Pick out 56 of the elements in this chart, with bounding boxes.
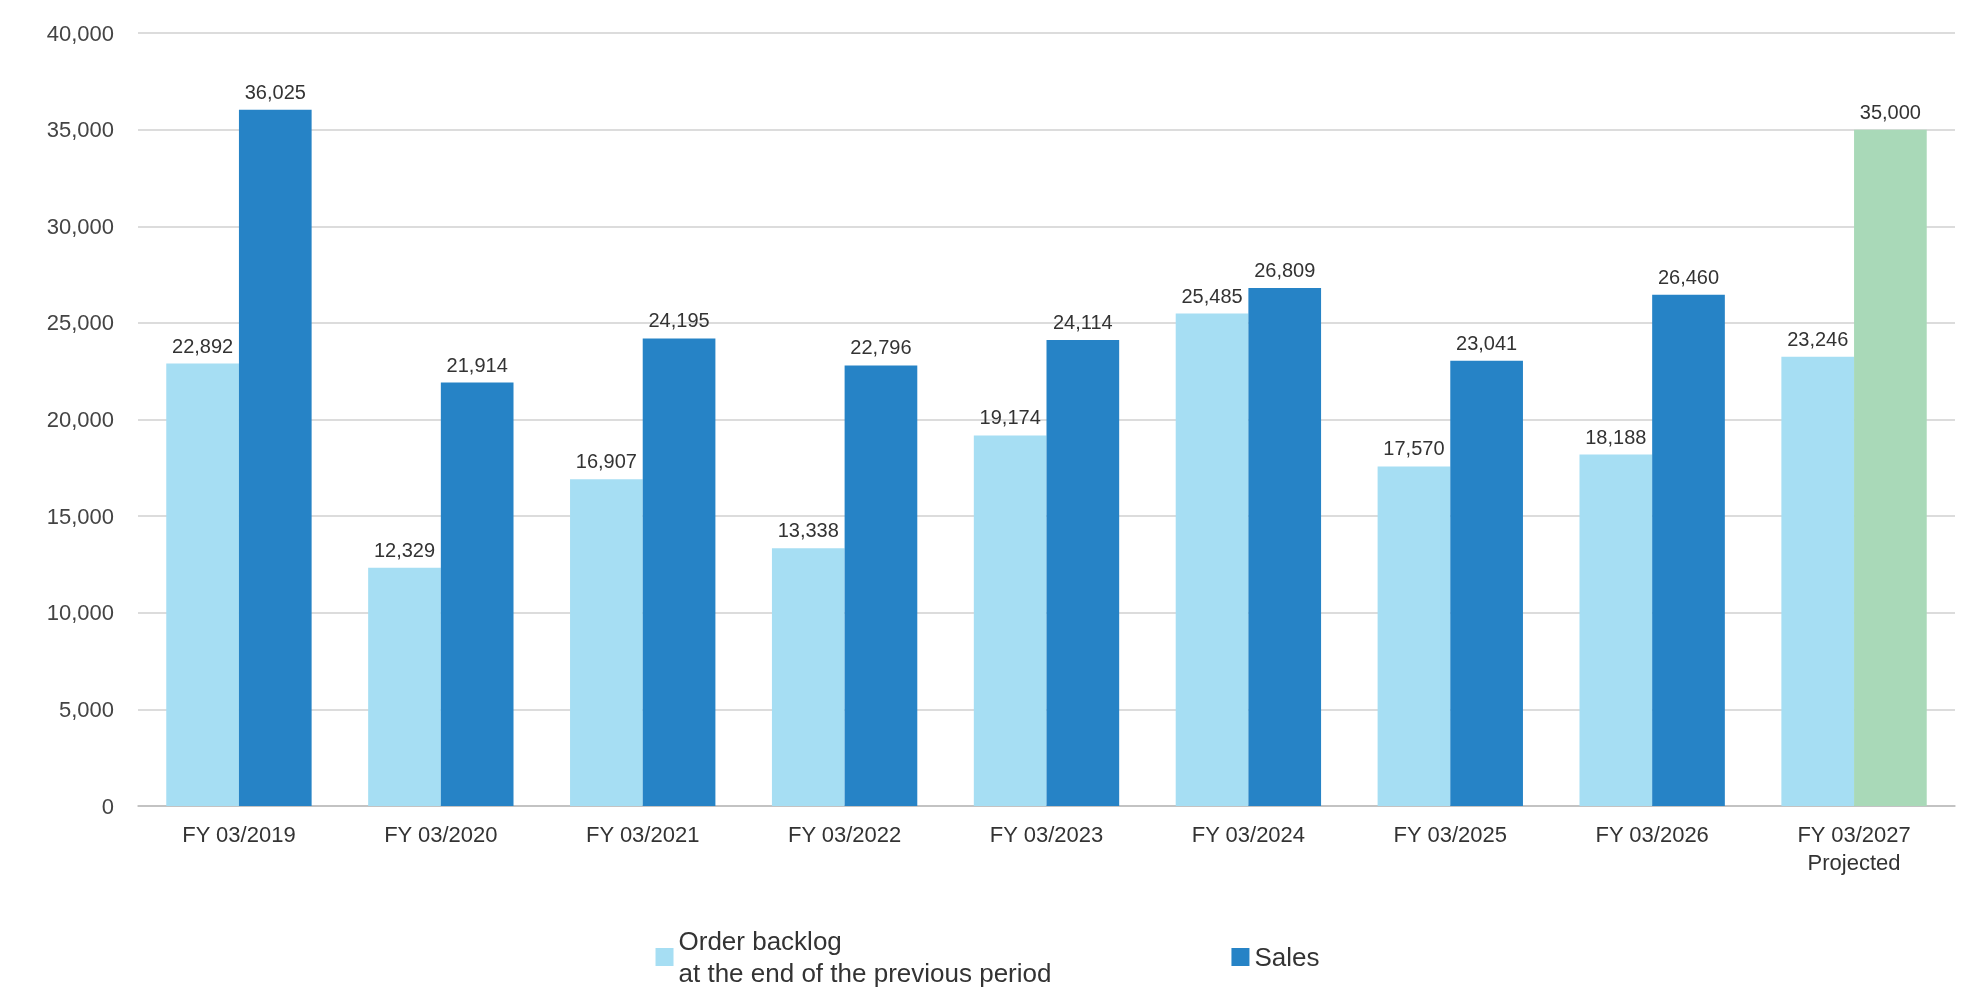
bar bbox=[1450, 360, 1523, 806]
x-tick-label: FY 03/2020 bbox=[384, 821, 498, 847]
data-label: 23,041 bbox=[1456, 331, 1518, 354]
bar bbox=[1046, 340, 1120, 806]
bar bbox=[368, 567, 441, 806]
bar bbox=[238, 109, 312, 806]
bar bbox=[844, 365, 918, 806]
data-label: 16,907 bbox=[575, 450, 637, 473]
data-label: 25,485 bbox=[1181, 284, 1243, 307]
x-tick-label: FY 03/2023 bbox=[989, 821, 1104, 847]
data-label: 13,338 bbox=[777, 519, 839, 542]
bar bbox=[1248, 287, 1322, 806]
bar bbox=[1377, 466, 1451, 806]
y-tick-label: 15,000 bbox=[46, 503, 114, 529]
y-tick-label: 35,000 bbox=[46, 117, 114, 143]
y-tick-label: 20,000 bbox=[46, 407, 114, 432]
data-label: 12,329 bbox=[373, 538, 436, 561]
bar bbox=[1854, 129, 1927, 806]
y-tick-label: 40,000 bbox=[46, 20, 114, 46]
bar bbox=[973, 435, 1047, 806]
x-tick-label: FY 03/2021 bbox=[586, 821, 700, 847]
data-label: 22,892 bbox=[172, 334, 234, 357]
x-tick-label: FY 03/2019 bbox=[182, 821, 296, 847]
x-tick-label: FY 03/2025 bbox=[1393, 821, 1507, 847]
y-tick-label: 10,000 bbox=[46, 600, 114, 626]
data-label: 21,914 bbox=[446, 353, 508, 376]
bar bbox=[166, 363, 239, 806]
legend-label: Order backlog at the end of the previous period bbox=[678, 926, 1052, 988]
x-tick-label: FY 03/2024 bbox=[1191, 821, 1306, 847]
bar bbox=[570, 479, 643, 806]
data-label: 26,460 bbox=[1657, 265, 1720, 288]
bar bbox=[642, 338, 716, 806]
y-tick-label: 25,000 bbox=[46, 310, 114, 336]
y-tick-label: 0 bbox=[101, 793, 114, 819]
bar bbox=[1652, 294, 1725, 806]
bar bbox=[1781, 356, 1855, 806]
bar bbox=[771, 548, 845, 806]
data-label: 17,570 bbox=[1383, 437, 1445, 460]
data-label: 24,195 bbox=[648, 309, 710, 332]
bar bbox=[1175, 313, 1249, 806]
data-label: 19,174 bbox=[979, 406, 1041, 429]
x-tick-label: FY 03/2027 Projected bbox=[1797, 821, 1911, 875]
x-tick-label: FY 03/2022 bbox=[787, 821, 902, 847]
y-tick-label: 5,000 bbox=[58, 696, 114, 722]
data-label: 18,188 bbox=[1585, 425, 1647, 448]
legend-label: Sales bbox=[1254, 942, 1320, 972]
bar bbox=[440, 382, 514, 806]
data-label: 26,809 bbox=[1254, 258, 1316, 281]
bar bbox=[1579, 454, 1653, 806]
data-label: 36,025 bbox=[244, 80, 306, 103]
x-tick-label: FY 03/2026 bbox=[1595, 821, 1709, 847]
data-label: 23,246 bbox=[1787, 327, 1849, 350]
data-label: 22,796 bbox=[850, 336, 912, 359]
y-tick-label: 30,000 bbox=[46, 213, 114, 239]
data-label: 35,000 bbox=[1859, 100, 1921, 123]
data-label: 24,114 bbox=[1053, 311, 1113, 333]
